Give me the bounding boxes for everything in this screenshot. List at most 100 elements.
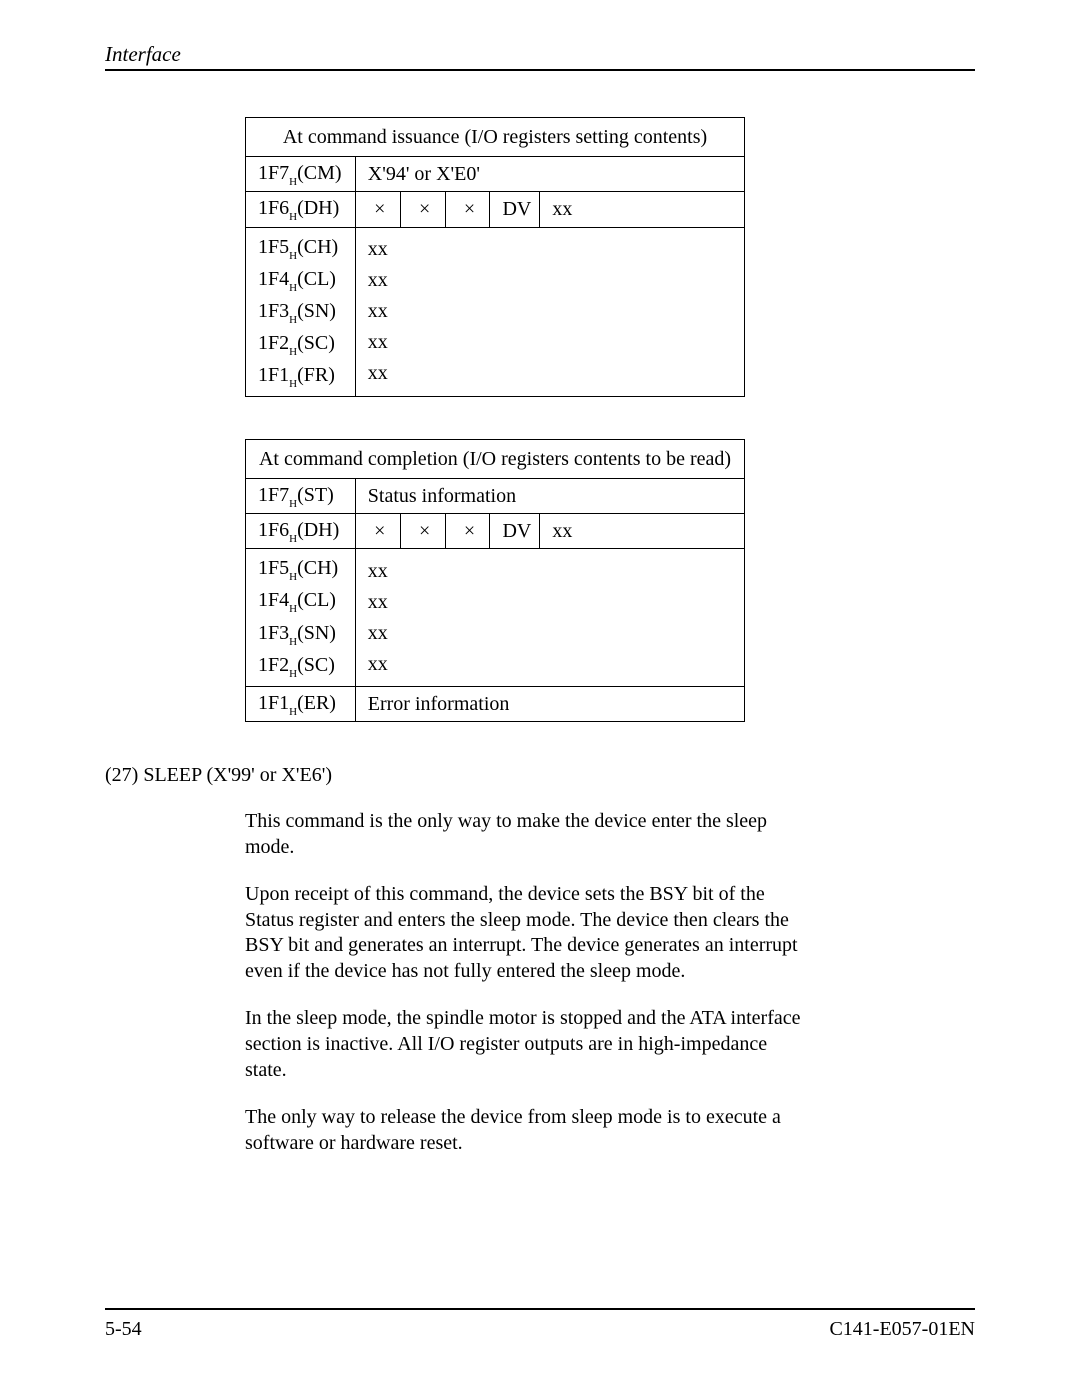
reg-suffix: (FR) (297, 364, 335, 386)
table1-row-1f6: 1F6H(DH) × × × DV xx (246, 192, 745, 227)
table-command-issuance: At command issuance (I/O registers setti… (245, 117, 745, 397)
reg-value-line: xx (368, 296, 736, 327)
reg-sub: H (289, 706, 297, 718)
body-paragraph: In the sleep mode, the spindle motor is … (245, 1006, 805, 1083)
reg-suffix: (DH) (297, 519, 339, 541)
reg-value: X'94' or X'E0' (355, 157, 744, 192)
page-number: 5-54 (105, 1318, 142, 1341)
table1-row-1f7: 1F7H(CM) X'94' or X'E0' (246, 157, 745, 192)
reg-base: 1F1 (258, 364, 289, 386)
table2-row-1f7: 1F7H(ST) Status information (246, 478, 745, 513)
reg-sub: H (289, 346, 297, 358)
reg-base: 1F6 (258, 519, 289, 541)
reg-suffix: (ER) (297, 692, 336, 714)
reg-value-stack: xxxxxxxxxx (355, 227, 744, 396)
bit7: × (355, 192, 400, 227)
reg-label: 1F7H(ST) (246, 478, 356, 513)
reg-base: 1F2 (258, 332, 289, 354)
bit4: DV (490, 192, 540, 227)
bit4: DV (490, 514, 540, 549)
reg-sub: H (289, 498, 297, 510)
reg-base: 1F3 (258, 300, 289, 322)
page-footer: 5-54 C141-E057-01EN (105, 1308, 975, 1341)
table1-title: At command issuance (I/O registers setti… (246, 118, 745, 157)
body-paragraph: This command is the only way to make the… (245, 809, 805, 860)
reg-sub: H (289, 636, 297, 648)
reg-base: 1F4 (258, 268, 289, 290)
bit6: × (400, 192, 445, 227)
reg-base: 1F4 (258, 589, 289, 611)
reg-suffix: (SC) (297, 654, 335, 676)
reg-base: 1F5 (258, 557, 289, 579)
table2-title: At command completion (I/O registers con… (246, 439, 745, 478)
reg-label-line: 1F3H(SN) (258, 618, 347, 650)
reg-sub: H (289, 571, 297, 583)
bit6: × (400, 514, 445, 549)
reg-base: 1F6 (258, 197, 289, 219)
reg-label-stack: 1F5H(CH)1F4H(CL)1F3H(SN)1F2H(SC) (246, 549, 356, 686)
reg-label-line: 1F4H(CL) (258, 585, 347, 617)
reg-suffix: (CL) (297, 268, 336, 290)
reg-value-line: xx (368, 358, 736, 389)
table2-row-1f6: 1F6H(DH) × × × DV xx (246, 514, 745, 549)
reg-suffix: (CH) (297, 557, 338, 579)
section-heading: (27) SLEEP (X'99' or X'E6') (105, 764, 975, 787)
reg-base: 1F2 (258, 654, 289, 676)
table-command-completion: At command completion (I/O registers con… (245, 439, 745, 722)
reg-suffix: (ST) (297, 484, 334, 506)
bit7: × (355, 514, 400, 549)
reg-label-line: 1F2H(SC) (258, 328, 347, 360)
body-paragraph: The only way to release the device from … (245, 1105, 805, 1156)
reg-label-line: 1F5H(CH) (258, 553, 347, 585)
reg-suffix: (SN) (297, 622, 336, 644)
reg-value-line: xx (368, 649, 736, 680)
reg-suffix: (CH) (297, 236, 338, 258)
reg-suffix: (DH) (297, 197, 339, 219)
reg-suffix: (SC) (297, 332, 335, 354)
reg-label: 1F7H(CM) (246, 157, 356, 192)
reg-sub: H (289, 378, 297, 390)
reg-label-line: 1F1H(FR) (258, 360, 347, 392)
reg-value: Error information (355, 686, 744, 721)
reg-base: 1F1 (258, 692, 289, 714)
reg-sub: H (289, 211, 297, 223)
reg-value-stack: xxxxxxxx (355, 549, 744, 686)
reg-value: Status information (355, 478, 744, 513)
table2-row-stack: 1F5H(CH)1F4H(CL)1F3H(SN)1F2H(SC) xxxxxxx… (246, 549, 745, 686)
body-paragraph: Upon receipt of this command, the device… (245, 882, 805, 984)
reg-base: 1F7 (258, 484, 289, 506)
reg-sub: H (289, 668, 297, 680)
reg-base: 1F3 (258, 622, 289, 644)
reg-value-line: xx (368, 265, 736, 296)
table2-row-1f1: 1F1H(ER) Error information (246, 686, 745, 721)
bits-rest: xx (540, 514, 745, 549)
reg-value-line: xx (368, 234, 736, 265)
running-header: Interface (105, 42, 975, 71)
reg-sub: H (289, 314, 297, 326)
reg-value-line: xx (368, 556, 736, 587)
reg-suffix: (SN) (297, 300, 336, 322)
reg-value-line: xx (368, 618, 736, 649)
bit5: × (445, 192, 490, 227)
reg-label: 1F1H(ER) (246, 686, 356, 721)
reg-value-line: xx (368, 327, 736, 358)
reg-label-line: 1F2H(SC) (258, 650, 347, 682)
table1-row-stack: 1F5H(CH)1F4H(CL)1F3H(SN)1F2H(SC)1F1H(FR)… (246, 227, 745, 396)
reg-label: 1F6H(DH) (246, 192, 356, 227)
reg-base: 1F7 (258, 162, 289, 184)
reg-suffix: (CM) (297, 162, 341, 184)
reg-label-line: 1F3H(SN) (258, 296, 347, 328)
reg-base: 1F5 (258, 236, 289, 258)
reg-label-stack: 1F5H(CH)1F4H(CL)1F3H(SN)1F2H(SC)1F1H(FR) (246, 227, 356, 396)
bits-rest: xx (540, 192, 745, 227)
reg-sub: H (289, 603, 297, 615)
table1-title-row: At command issuance (I/O registers setti… (246, 118, 745, 157)
table2-title-row: At command completion (I/O registers con… (246, 439, 745, 478)
reg-sub: H (289, 250, 297, 262)
reg-sub: H (289, 282, 297, 294)
reg-label-line: 1F5H(CH) (258, 232, 347, 264)
reg-value-line: xx (368, 587, 736, 618)
reg-sub: H (289, 176, 297, 188)
reg-label-line: 1F4H(CL) (258, 264, 347, 296)
doc-code: C141-E057-01EN (829, 1318, 975, 1341)
